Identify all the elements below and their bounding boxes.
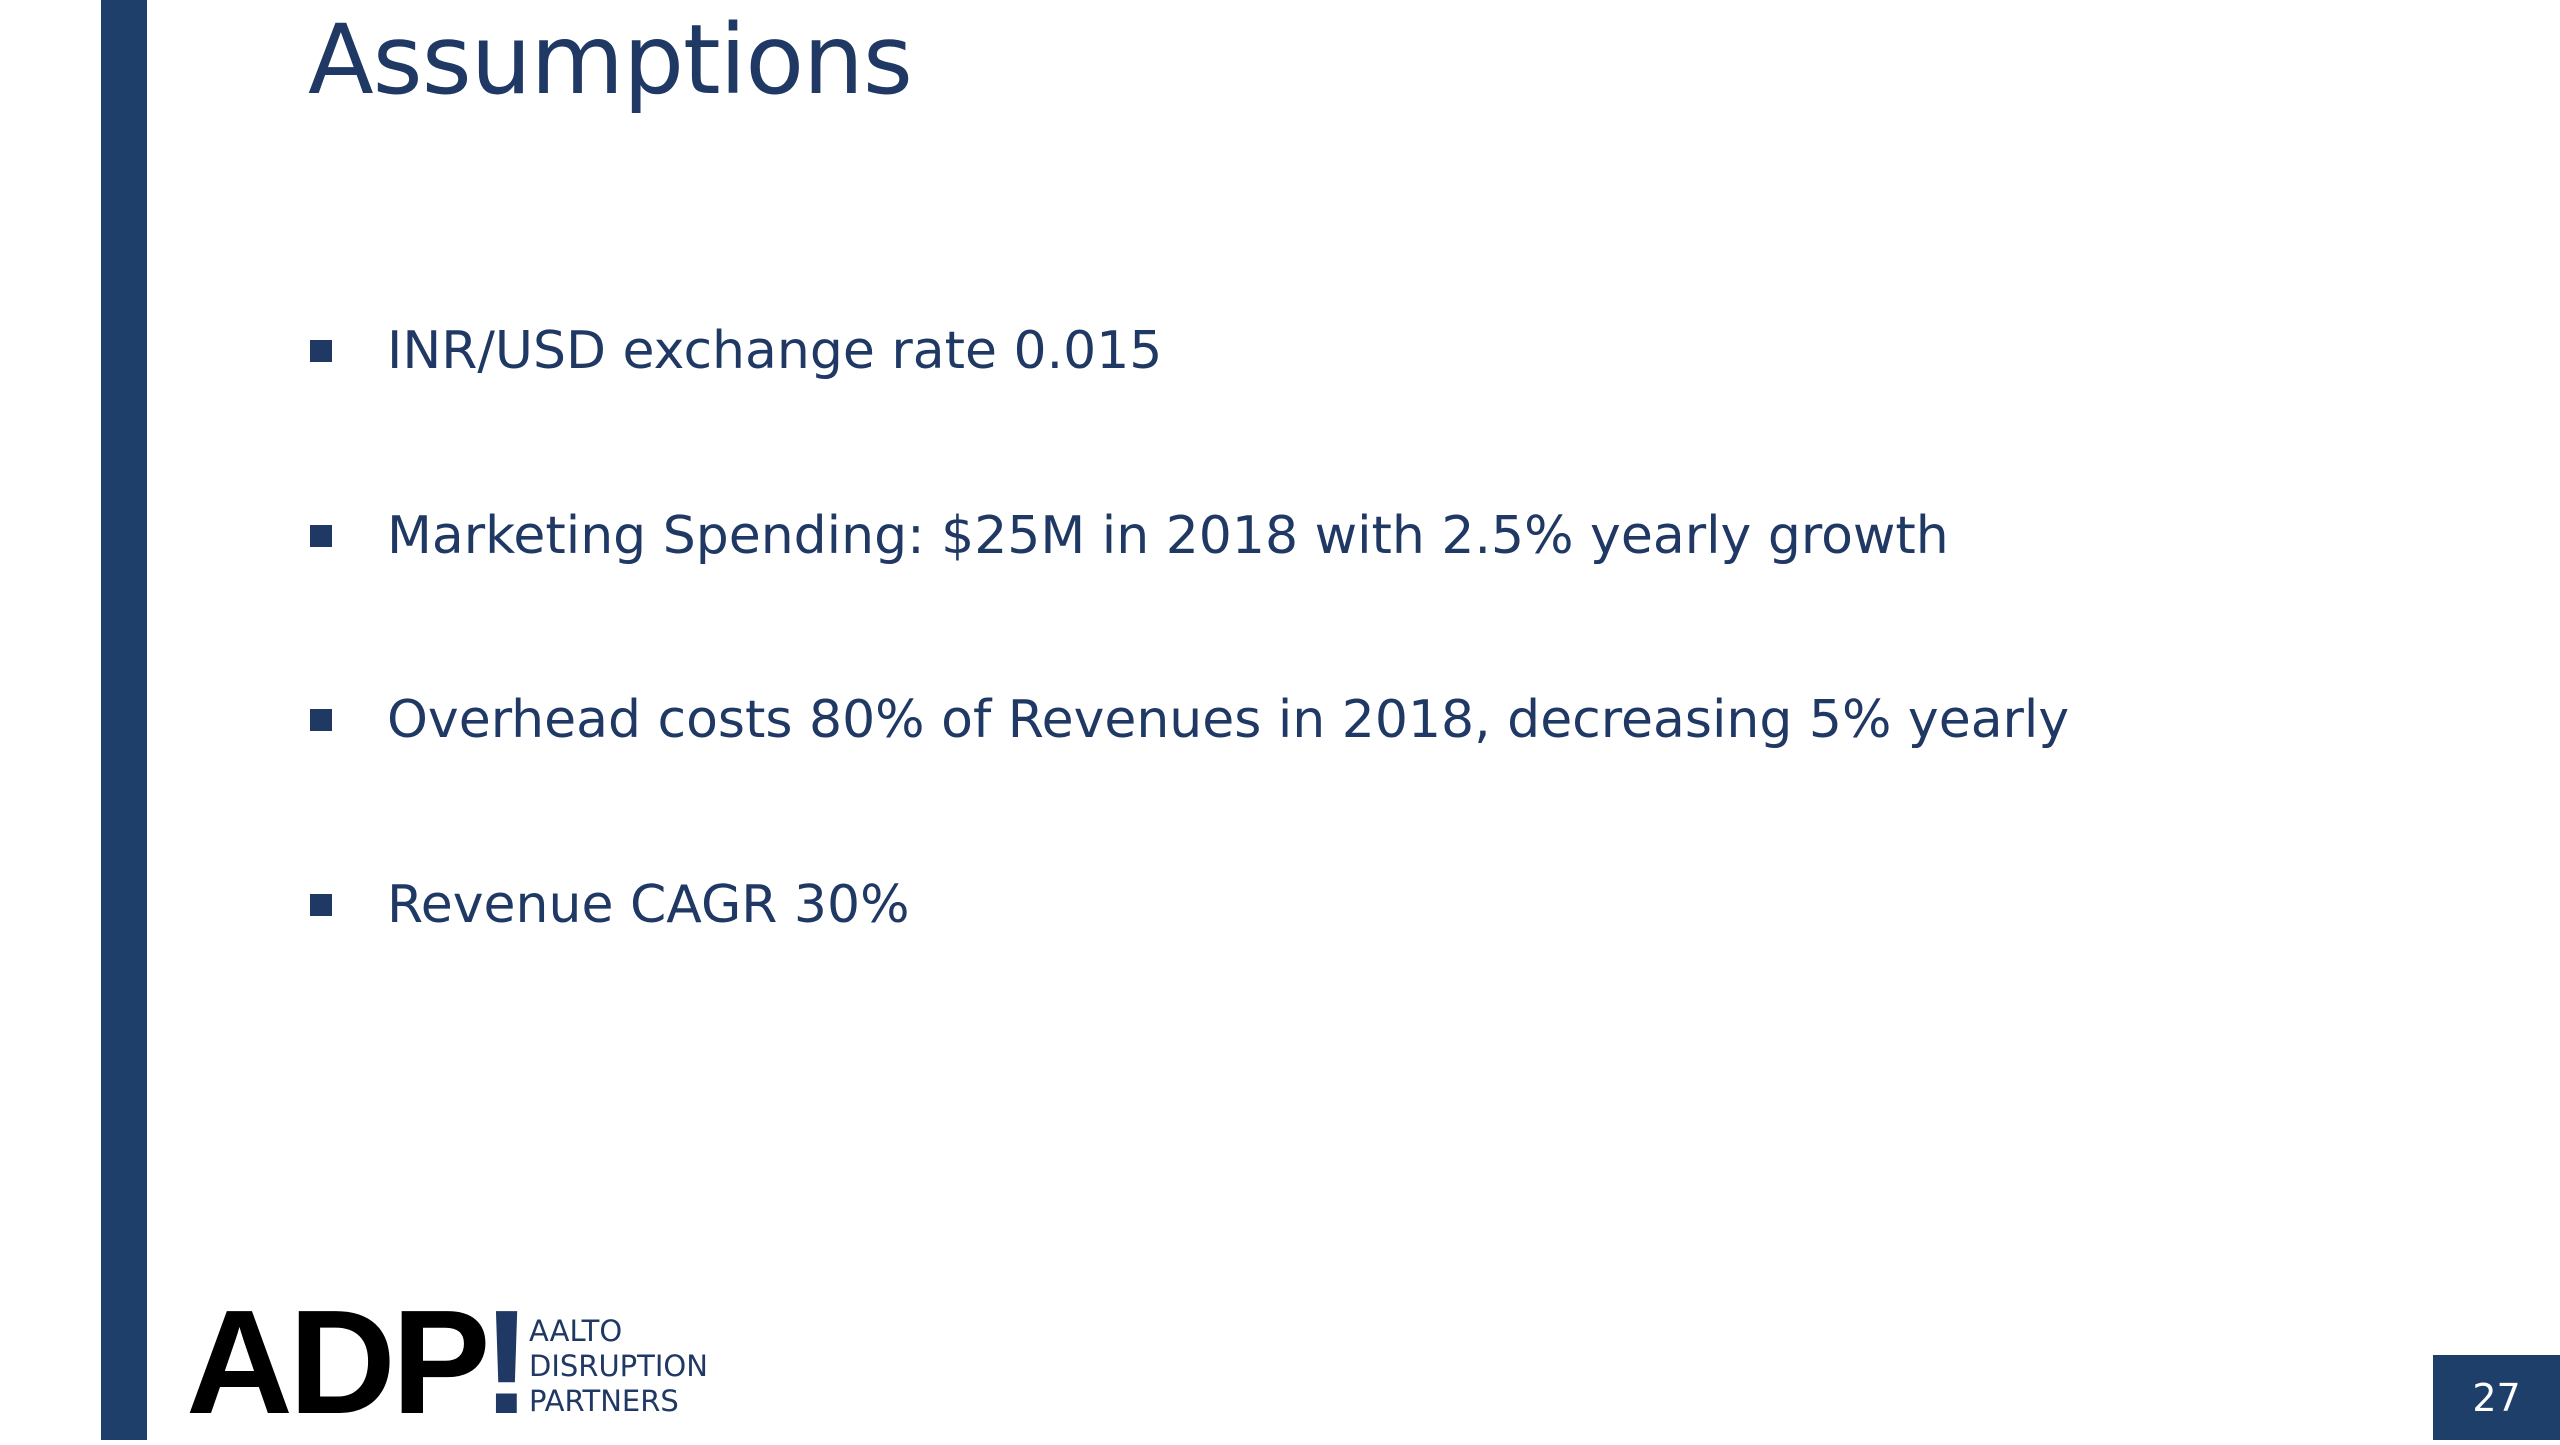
bullet-text: Overhead costs 80% of Revenues in 2018, … bbox=[387, 690, 2070, 750]
page-number: 27 bbox=[2433, 1355, 2560, 1440]
bullet-marker bbox=[310, 340, 332, 362]
bullet-marker bbox=[310, 525, 332, 547]
bullet-text: Revenue CAGR 30% bbox=[387, 875, 910, 935]
logo-text: PARTNERS bbox=[529, 1384, 679, 1418]
bullet-item: Marketing Spending: $25M in 2018 with 2.… bbox=[310, 501, 1949, 571]
bullet-item: Revenue CAGR 30% bbox=[310, 870, 910, 940]
bullet-text: INR/USD exchange rate 0.015 bbox=[387, 321, 1163, 381]
bullet-item: INR/USD exchange rate 0.015 bbox=[310, 316, 1162, 386]
sidebar-bar bbox=[101, 0, 147, 1440]
bullet-item: Overhead costs 80% of Revenues in 2018, … bbox=[310, 685, 2069, 755]
logo-letters: ADP bbox=[186, 1280, 490, 1445]
logo-text: AALTO bbox=[529, 1314, 623, 1348]
bullet-marker bbox=[310, 894, 332, 916]
logo-text: DISRUPTION bbox=[529, 1349, 708, 1383]
bullet-text: Marketing Spending: $25M in 2018 with 2.… bbox=[387, 506, 1949, 566]
slide-title: Assumptions bbox=[308, 4, 913, 116]
logo-mark: ! bbox=[482, 1280, 532, 1445]
bullet-marker bbox=[310, 709, 332, 731]
